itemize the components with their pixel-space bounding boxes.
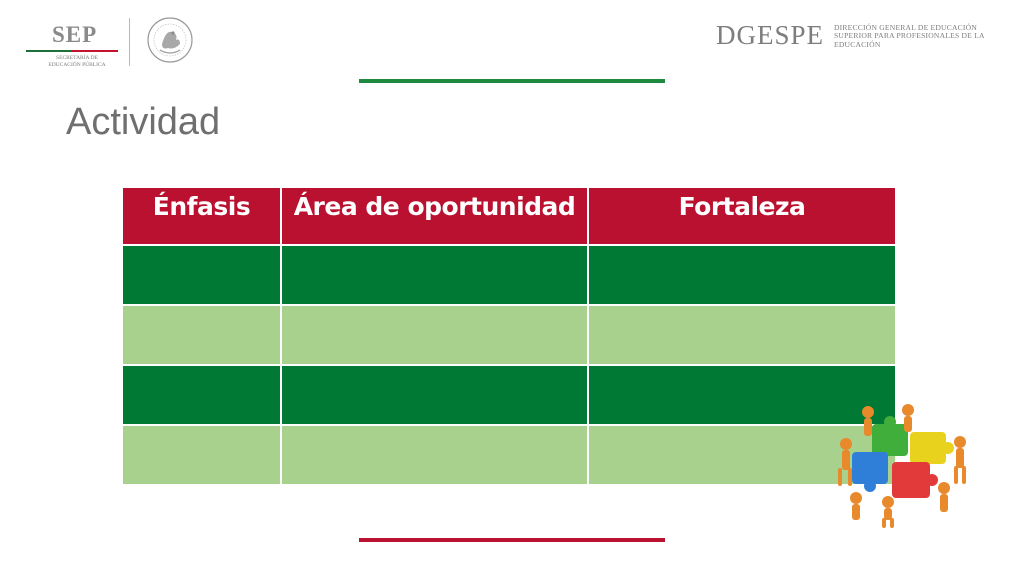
table-cell[interactable]	[587, 244, 897, 306]
table-row	[121, 424, 897, 486]
sep-wordmark: SEP	[52, 22, 98, 47]
sep-logo: SEP SECRETARÍA DE EDUCACIÓN PÚBLICA	[22, 22, 122, 70]
column-header-fortaleza: Fortaleza	[587, 186, 897, 246]
table-row	[121, 364, 897, 426]
table-cell[interactable]	[587, 304, 897, 366]
sep-subtitle: SECRETARÍA DE EDUCACIÓN PÚBLICA	[48, 55, 106, 68]
table-row	[121, 244, 897, 306]
dgespe-wordmark: DGESPE	[716, 20, 825, 50]
table-cell[interactable]	[280, 244, 589, 306]
table-cell[interactable]	[121, 244, 282, 306]
bottom-accent-bar	[359, 538, 665, 542]
dgespe-subtitle: DIRECCIÓN GENERAL DE EDUCACIÓN SUPERIOR …	[834, 23, 985, 49]
sep-stripe-red	[72, 50, 118, 52]
table-cell[interactable]	[280, 364, 589, 426]
table-cell[interactable]	[121, 364, 282, 426]
column-header-area-de-oportunidad: Área de oportunidad	[280, 186, 589, 246]
logo-divider	[129, 18, 130, 66]
table-row	[121, 304, 897, 366]
puzzle-team-icon	[838, 404, 966, 528]
sep-stripe-green	[26, 50, 72, 52]
activity-table: Énfasis Área de oportunidad Fortaleza	[121, 186, 897, 486]
mexican-eagle-seal-icon	[147, 17, 193, 63]
table-cell[interactable]	[121, 304, 282, 366]
table-cell[interactable]	[280, 304, 589, 366]
table-header-row: Énfasis Área de oportunidad Fortaleza	[121, 186, 897, 246]
table-cell[interactable]	[280, 424, 589, 486]
page-title: Actividad	[66, 101, 221, 143]
column-header-enfasis: Énfasis	[121, 186, 282, 246]
table-cell[interactable]	[121, 424, 282, 486]
table-cell[interactable]	[587, 364, 897, 426]
top-accent-bar	[359, 79, 665, 83]
